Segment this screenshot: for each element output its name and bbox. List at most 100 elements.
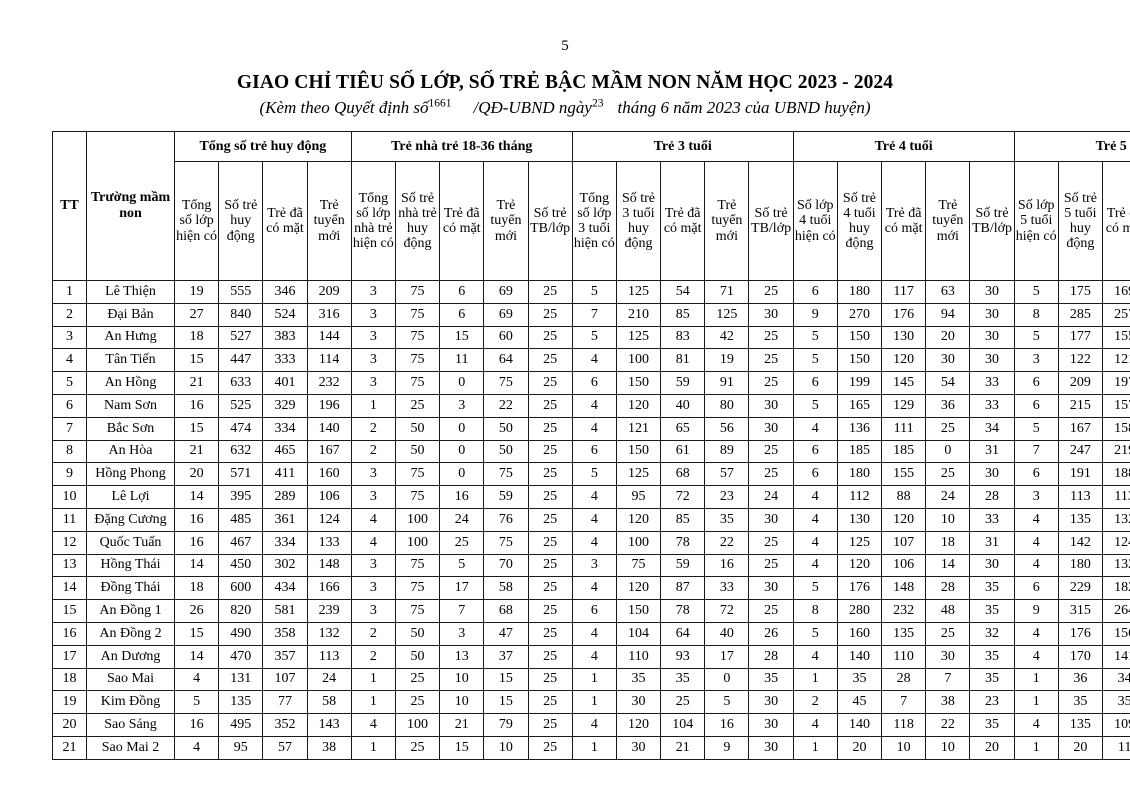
data-cell: 490 [218,621,264,646]
data-cell: 4 [1013,644,1059,669]
data-cell: 156 [1101,621,1130,646]
header-school-name: Trường mầm non [86,131,175,281]
data-cell: 6 [571,599,617,623]
data-cell: 4 [173,667,220,692]
data-cell: 25 [527,576,573,601]
data-cell: 229 [1057,576,1104,601]
data-cell: 357 [262,644,308,669]
data-cell: 114 [306,348,352,373]
data-cell: 474 [218,416,264,441]
data-cell: 16 [173,530,220,555]
data-cell: 5 [439,553,485,578]
data-cell: 48 [925,599,971,623]
data-cell: 25 [527,485,573,509]
data-cell: 25 [527,325,573,350]
table-row: 21 Sao Mai 2 4 95 57 38 1 25 15 10 25 1 30 21 9 30 1 20 10… [52,735,1130,760]
data-cell: 120 [615,393,662,418]
data-cell: 125 [704,302,750,327]
data-cell: 9 [1013,599,1059,623]
data-cell: 30 [748,735,794,760]
data-cell: 4 [173,735,220,760]
data-cell: 10 [881,735,927,760]
data-cell: 0 [439,439,485,464]
school-name-cell: An Dương [86,644,175,669]
data-cell: 9 [704,735,750,760]
data-cell: 131 [218,667,264,692]
data-cell: 50 [394,439,441,464]
data-cell: 6 [792,439,838,464]
data-cell: 3 [350,371,396,395]
decision-day-sup: 23 [591,97,604,110]
data-cell: 4 [792,553,838,578]
data-cell: 3 [350,280,396,304]
data-cell: 85 [660,302,706,327]
data-cell: 1 [350,735,396,760]
data-cell: 5 [173,690,220,715]
group-header-age3: Trẻ 3 tuổi [571,131,794,162]
table-row: 7 Bắc Sơn 15 474 334 140 2 50 0 50 25 4 121 65 56 30 4 13… [52,416,1130,441]
data-cell: 289 [262,485,308,509]
data-cell: 30 [748,576,794,601]
sub-header-row: Tổng số lớp hiện có Số trẻ huy động Trẻ … [53,161,1130,281]
data-cell: 113 [1101,485,1130,509]
data-cell: 59 [660,371,706,395]
data-cell: 100 [394,530,441,555]
data-cell: 140 [836,644,883,669]
data-cell: 3 [350,462,396,487]
data-cell: 166 [306,576,352,601]
data-cell: 16 [173,393,220,418]
data-cell: 69 [483,302,529,327]
table-row: 15 An Đồng 1 26 820 581 239 3 75 7 68 25 6 150 78 72 25… [52,599,1130,623]
data-cell: 21 [173,439,220,464]
data-cell: 7 [881,690,927,715]
data-cell: 167 [306,439,352,464]
data-cell: 75 [483,371,529,395]
data-cell: 0 [925,439,971,464]
data-cell: 25 [527,439,573,464]
data-cell: 840 [218,302,264,327]
table-row: 16 An Đồng 2 15 490 358 132 2 50 3 47 25 4 104 64 40 26… [52,621,1130,646]
data-cell: 16 [439,485,485,509]
data-cell: 600 [218,576,264,601]
subheader-cell: Số trẻ 3 tuổi huy động [615,161,662,281]
data-cell: 30 [969,302,1015,327]
data-cell: 5 [792,621,838,646]
data-cell: 2 [350,621,396,646]
data-cell: 75 [394,576,441,601]
data-cell: 467 [218,530,264,555]
data-cell: 182 [1101,576,1130,601]
data-cell: 25 [527,530,573,555]
data-cell: 5 [704,690,750,715]
data-cell: 15 [173,348,220,373]
data-cell: 117 [881,280,927,304]
data-cell: 10 [439,667,485,692]
data-cell: 59 [660,553,706,578]
data-cell: 4 [571,621,617,646]
data-cell: 5 [792,325,838,350]
data-cell: 63 [925,280,971,304]
data-cell: 120 [615,507,662,532]
data-cell: 8 [792,599,838,623]
data-cell: 15 [439,735,485,760]
data-cell: 144 [306,325,352,350]
data-cell: 36 [925,393,971,418]
data-cell: 1 [1013,667,1059,692]
data-cell: 72 [660,485,706,509]
data-cell: 358 [262,621,308,646]
data-cell: 157 [1101,393,1130,418]
data-cell: 485 [218,507,264,532]
data-cell: 4 [792,485,838,509]
data-cell: 42 [704,325,750,350]
data-cell: 33 [704,576,750,601]
data-cell: 7 [1013,439,1059,464]
data-cell: 78 [660,599,706,623]
data-cell: 4 [792,416,838,441]
data-cell: 6 [1013,393,1059,418]
school-name-cell: Nam Sơn [86,393,175,418]
table-row: 1 Lê Thiện 19 555 346 209 3 75 6 69 25 5 125 54 71 25 6 1… [52,280,1130,304]
data-cell: 28 [881,667,927,692]
data-cell: 129 [881,393,927,418]
school-name-cell: Lê Thiện [86,280,175,304]
data-cell: 210 [615,302,662,327]
